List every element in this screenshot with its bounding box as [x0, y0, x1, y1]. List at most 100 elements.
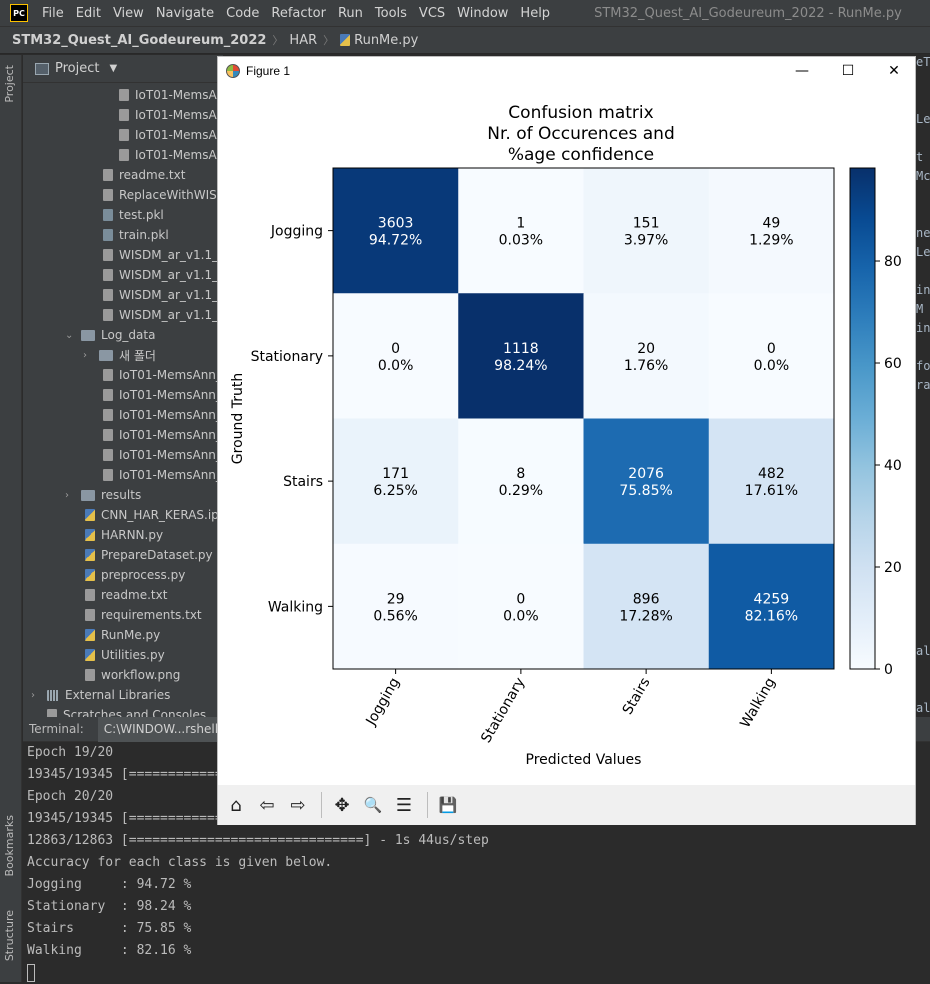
tree-item[interactable]: RunMe.py [85, 625, 160, 645]
chevron-down-icon[interactable]: ▼ [109, 63, 118, 74]
zoom-button[interactable]: 🔍 [359, 791, 387, 819]
tree-item[interactable]: Utilities.py [85, 645, 165, 665]
menu-help[interactable]: Help [520, 5, 551, 21]
editor-line: M [916, 302, 924, 316]
tree-item[interactable]: WISDM_ar_v1.1_ra [103, 265, 230, 285]
heatmap-cell [458, 418, 584, 545]
arrow-left-icon: ⇦ [259, 794, 275, 816]
terminal-prompt[interactable] [27, 962, 930, 984]
minimize-button[interactable]: — [795, 62, 809, 79]
tree-item[interactable]: IoT01-MemsA [119, 125, 217, 145]
chevron-down-icon[interactable]: ⌄ [65, 329, 74, 341]
menu-view[interactable]: View [112, 5, 144, 21]
heatmap-cell [708, 293, 835, 419]
tree-item[interactable]: IoT01-MemsA [119, 145, 217, 165]
home-button[interactable]: ⌂ [222, 791, 250, 819]
tree-item[interactable]: workflow.png [85, 665, 180, 685]
file-icon [103, 449, 113, 461]
menu-file[interactable]: File [42, 5, 64, 21]
python-file-icon [85, 629, 95, 641]
side-tab-bookmarks[interactable]: Bookmarks [3, 815, 16, 877]
chevron-right-icon[interactable]: › [65, 489, 69, 501]
magnifier-icon: 🔍 [363, 796, 383, 814]
terminal-line: Epoch 20/20 [27, 789, 114, 804]
tree-item-label: External Libraries [65, 688, 171, 702]
tree-item[interactable]: IoT01-MemsAnn_ [103, 465, 222, 485]
y-tick-label: Stationary [251, 349, 323, 365]
tree-item-label: Log_data [101, 328, 156, 342]
file-icon [103, 369, 113, 381]
heatmap-cell [583, 168, 710, 294]
heatmap-cell [333, 293, 459, 419]
project-panel-header[interactable]: Project ▼ [23, 55, 223, 83]
figure-canvas[interactable]: Confusion matrix Nr. of Occurences and %ag… [218, 84, 915, 785]
tree-item[interactable]: IoT01-MemsAnn_ [103, 425, 222, 445]
figure-titlebar[interactable]: Figure 1 [218, 57, 915, 84]
menu-navigate[interactable]: Navigate [155, 5, 215, 21]
tree-item[interactable]: IoT01-MemsAnn_ [103, 365, 222, 385]
tree-item[interactable]: IoT01-MemsA [119, 105, 217, 125]
tree-item[interactable]: PrepareDataset.py [85, 545, 213, 565]
tree-item[interactable]: requirements.txt [85, 605, 202, 625]
file-icon [85, 589, 95, 601]
cell-percent-label: 0.0% [378, 358, 414, 374]
menu-tools[interactable]: Tools [374, 5, 407, 21]
tree-item[interactable]: WISDM_ar_v1.1_tr [103, 305, 228, 325]
figure-title: Figure 1 [246, 63, 291, 78]
chart-title-line: Confusion matrix [508, 103, 653, 123]
tree-item-label: ReplaceWithWISD [119, 188, 226, 202]
tree-item[interactable]: WISDM_ar_v1.1_tr [103, 285, 228, 305]
tree-item[interactable]: › External Libraries [31, 685, 170, 705]
menu-vcs[interactable]: VCS [418, 5, 446, 21]
side-tab-project[interactable]: Project [3, 65, 16, 103]
tree-item[interactable]: › 새 폴더 [83, 345, 156, 365]
menu-edit[interactable]: Edit [75, 5, 101, 21]
tree-item-label: CNN_HAR_KERAS.ipy [101, 508, 226, 522]
menu-refactor[interactable]: Refactor [271, 5, 326, 21]
terminal-tab[interactable]: C:\WINDOW...rshell.e [97, 716, 236, 742]
back-button[interactable]: ⇦ [253, 791, 281, 819]
editor-line [916, 340, 930, 359]
y-tick-label: Stairs [283, 474, 323, 490]
chevron-right-icon[interactable]: › [83, 349, 87, 361]
tree-item[interactable]: ⌄ Log_data [65, 325, 155, 345]
menu-window[interactable]: Window [457, 5, 509, 21]
tree-item[interactable]: readme.txt [103, 165, 185, 185]
chevron-right-icon[interactable]: › [31, 689, 35, 701]
tree-item[interactable]: test.pkl [103, 205, 164, 225]
tree-item[interactable]: IoT01-MemsAnn_ [103, 385, 222, 405]
configure-button[interactable]: ☰ [390, 791, 418, 819]
terminal-output[interactable]: Epoch 19/20 19345/19345 [============ Epoc… [23, 742, 930, 984]
tree-item[interactable]: CNN_HAR_KERAS.ipy [85, 505, 226, 525]
maximize-button[interactable]: ☐ [841, 62, 855, 79]
tree-item[interactable]: ReplaceWithWISD [103, 185, 226, 205]
tree-item[interactable]: IoT01-MemsA [119, 85, 217, 105]
tree-item[interactable]: IoT01-MemsAnn_ [103, 445, 222, 465]
tree-item[interactable]: IoT01-MemsAnn_ [103, 405, 222, 425]
forward-button[interactable]: ⇨ [284, 791, 312, 819]
matplotlib-logo-icon [226, 63, 240, 78]
cell-percent-label: 82.16% [745, 608, 798, 624]
pan-button[interactable]: ✥ [328, 791, 356, 819]
tree-item[interactable]: preprocess.py [85, 565, 185, 585]
breadcrumb-folder[interactable]: HAR [289, 32, 318, 48]
side-tab-structure[interactable]: Structure [3, 910, 16, 962]
breadcrumb-project[interactable]: STM32_Quest_AI_Godeureum_2022 [12, 32, 267, 48]
menu-code[interactable]: Code [226, 5, 260, 21]
menu-run[interactable]: Run [337, 5, 363, 21]
editor-line: Le [916, 112, 930, 126]
close-button[interactable]: ✕ [888, 62, 900, 79]
colorbar-tick-label: 0 [884, 662, 893, 678]
editor-line: Mc [916, 169, 930, 183]
tree-item[interactable]: WISDM_ar_v1.1_ra [103, 245, 230, 265]
tree-item[interactable]: readme.txt [85, 585, 167, 605]
tree-item[interactable]: train.pkl [103, 225, 169, 245]
save-button[interactable]: 💾 [434, 791, 462, 819]
tree-item[interactable]: HARNN.py [85, 525, 163, 545]
cell-count-label: 1 [516, 216, 525, 232]
tree-item[interactable]: › results [65, 485, 141, 505]
editor-line [916, 93, 930, 112]
breadcrumb-file[interactable]: RunMe.py [354, 32, 419, 48]
terminal-line: Jogging : 94.72 % [27, 877, 192, 892]
